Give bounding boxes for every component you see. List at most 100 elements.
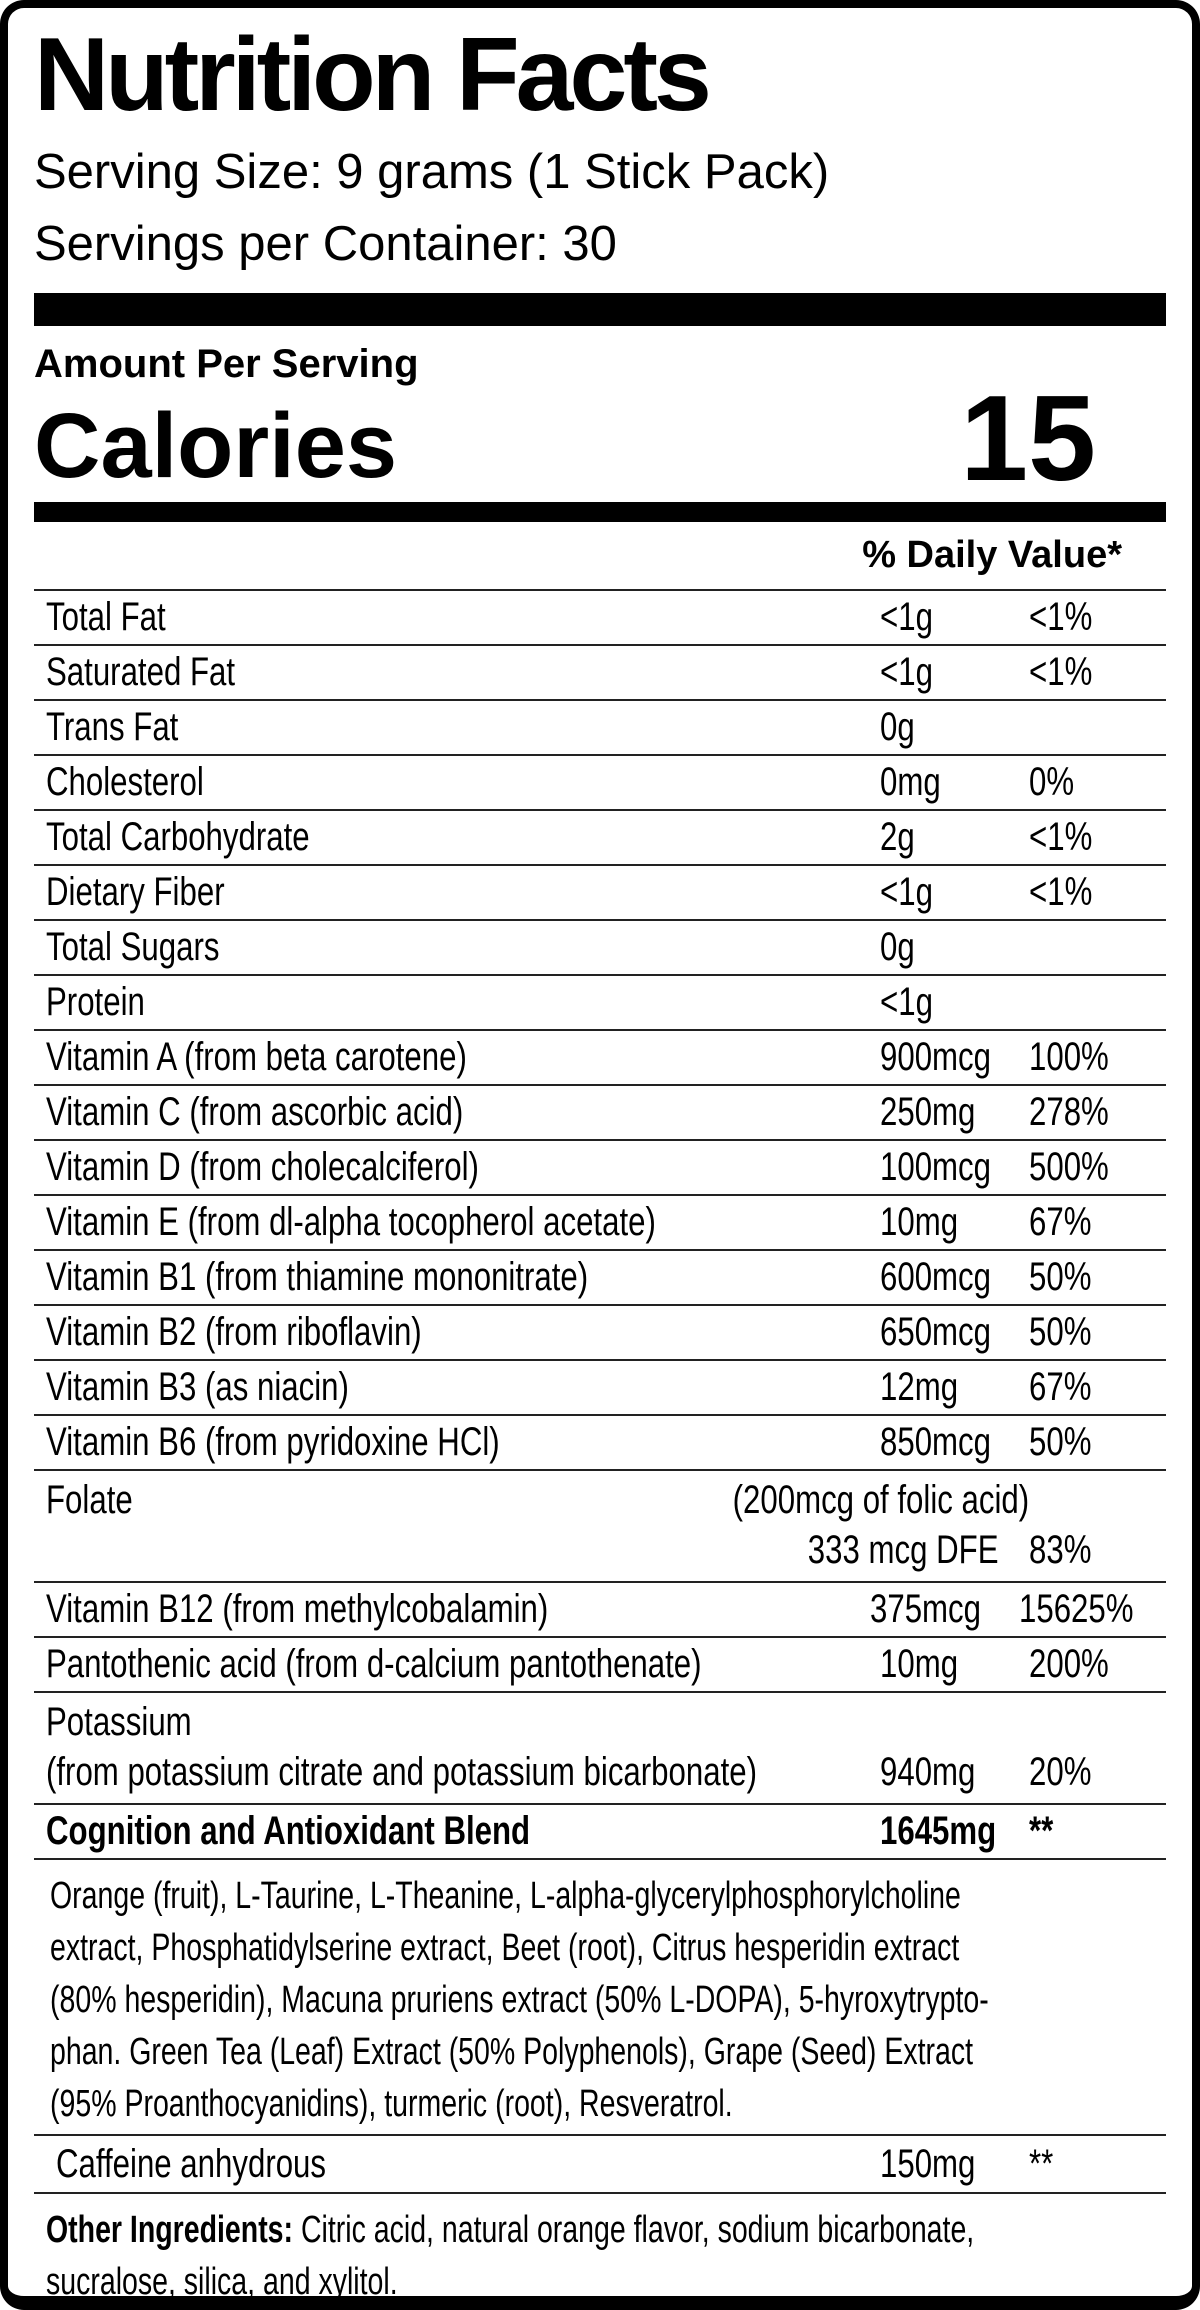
- servings-per-container-text: Servings per Container: 30: [34, 217, 617, 272]
- calories-label: Calories: [34, 395, 398, 498]
- nutrient-row-vitamin-b6: Vitamin B6 (from pyridoxine HCl) 850mcg …: [34, 1414, 1166, 1469]
- nutrient-amount: 150mg: [880, 2141, 976, 2186]
- nutrient-name: Vitamin E (from dl-alpha tocopherol acet…: [46, 1200, 656, 1245]
- nutrient-amount: 10mg: [880, 1200, 959, 1245]
- nutrient-amount: 333 mcg DFE: [808, 1527, 999, 1572]
- potassium-source: (from potassium citrate and potassium bi…: [46, 1749, 757, 1794]
- nutrient-dv: **: [1029, 2141, 1054, 2186]
- blend-dv: **: [1029, 1809, 1054, 1854]
- nutrient-row-vitamin-b3: Vitamin B3 (as niacin) 12mg 67%: [34, 1359, 1166, 1414]
- nutrient-row-saturated-fat: Saturated Fat <1g <1%: [34, 644, 1166, 699]
- nutrient-dv: 67%: [1029, 1365, 1092, 1410]
- nutrient-dv: <1%: [1029, 595, 1093, 640]
- blend-description-line: (95% Proanthocyanidins), turmeric (root)…: [50, 2083, 733, 2126]
- serving-size-text: Serving Size: 9 grams (1 Stick Pack): [34, 145, 830, 200]
- nutrient-amount: <1g: [880, 870, 933, 915]
- nutrient-amount: 12mg: [880, 1365, 959, 1410]
- divider-medium: [34, 502, 1166, 523]
- nutrient-name: Vitamin B6 (from pyridoxine HCl): [46, 1420, 500, 1465]
- folate-note: (200mcg of folic acid): [732, 1477, 1029, 1522]
- nutrient-name: Vitamin A (from beta carotene): [46, 1035, 467, 1080]
- blend-description-line: phan. Green Tea (Leaf) Extract (50% Poly…: [50, 2031, 974, 2074]
- nutrient-amount: 650mcg: [880, 1310, 992, 1355]
- nutrient-row-total-fat: Total Fat <1g <1%: [34, 589, 1166, 644]
- nutrient-name: Folate: [46, 1477, 133, 1522]
- serving-info: Serving Size: 9 grams (1 Stick Pack) Ser…: [34, 136, 1166, 280]
- nutrient-amount: 375mcg: [870, 1587, 982, 1632]
- nutrient-amount: <1g: [880, 595, 933, 640]
- nutrient-name: Cholesterol: [46, 760, 204, 805]
- nutrient-amount: 600mcg: [880, 1255, 992, 1300]
- page-title: Nutrition Facts: [34, 17, 712, 133]
- nutrient-amount: 850mcg: [880, 1420, 992, 1465]
- nutrient-amount: 0mg: [880, 760, 941, 805]
- blend-description: Orange (fruit), L-Taurine, L-Theanine, L…: [34, 1858, 1166, 2134]
- nutrient-dv: 50%: [1029, 1310, 1092, 1355]
- nutrient-dv: 50%: [1029, 1420, 1092, 1465]
- nutrient-row-total-sugars: Total Sugars 0g: [34, 919, 1166, 974]
- nutrient-row-dietary-fiber: Dietary Fiber <1g <1%: [34, 864, 1166, 919]
- nutrient-amount: 250mg: [880, 1090, 976, 1135]
- nutrient-row-vitamin-d: Vitamin D (from cholecalciferol) 100mcg …: [34, 1139, 1166, 1194]
- amount-per-serving-label: Amount Per Serving: [34, 342, 419, 387]
- nutrient-row-protein: Protein <1g: [34, 974, 1166, 1029]
- nutrient-name: Vitamin B1 (from thiamine mononitrate): [46, 1255, 589, 1300]
- nutrient-row-vitamin-a: Vitamin A (from beta carotene) 900mcg 10…: [34, 1029, 1166, 1084]
- nutrient-amount: 940mg: [880, 1749, 976, 1794]
- blend-description-line: extract, Phosphatidylserine extract, Bee…: [50, 1927, 960, 1970]
- calories-value: 15: [960, 369, 1096, 506]
- blend-description-line: (80% hesperidin), Macuna pruriens extrac…: [50, 1979, 989, 2022]
- other-ingredients-text-2: sucralose, silica, and xylitol.: [46, 2261, 398, 2304]
- nutrient-row-total-carbohydrate: Total Carbohydrate 2g <1%: [34, 809, 1166, 864]
- nutrient-dv: <1%: [1029, 650, 1093, 695]
- nutrient-name: Vitamin D (from cholecalciferol): [46, 1145, 479, 1190]
- nutrient-name: Dietary Fiber: [46, 870, 225, 915]
- daily-value-header: % Daily Value*: [862, 534, 1122, 577]
- blend-name: Cognition and Antioxidant Blend: [46, 1809, 531, 1854]
- nutrient-dv: 500%: [1029, 1145, 1109, 1190]
- nutrient-name: Pantothenic acid (from d-calcium pantoth…: [46, 1642, 702, 1687]
- nutrient-dv: 20%: [1029, 1749, 1092, 1794]
- nutrient-row-vitamin-b1: Vitamin B1 (from thiamine mononitrate) 6…: [34, 1249, 1166, 1304]
- nutrient-row-potassium: Potassium (from potassium citrate and po…: [34, 1691, 1166, 1803]
- divider-thick-top: [34, 293, 1166, 327]
- nutrient-amount: 0g: [880, 925, 915, 970]
- nutrient-dv: <1%: [1029, 815, 1093, 860]
- nutrient-amount: <1g: [880, 650, 933, 695]
- nutrient-dv: 200%: [1029, 1642, 1109, 1687]
- calories-row: Calories 15: [34, 369, 1166, 506]
- nutrient-amount: 2g: [880, 815, 915, 860]
- nutrient-name: Saturated Fat: [46, 650, 236, 695]
- nutrient-name: Vitamin B3 (as niacin): [46, 1365, 349, 1410]
- other-ingredients: Other Ingredients: Citric acid, natural …: [34, 2192, 1166, 2304]
- nutrient-row-blend: Cognition and Antioxidant Blend 1645mg *…: [34, 1803, 1166, 1858]
- nutrient-row-caffeine: Caffeine anhydrous 150mg **: [34, 2134, 1166, 2192]
- nutrient-dv: 50%: [1029, 1255, 1092, 1300]
- nutrient-name: Vitamin B2 (from riboflavin): [46, 1310, 422, 1355]
- nutrient-name: Protein: [46, 980, 145, 1025]
- nutrient-amount: 100mcg: [880, 1145, 992, 1190]
- nutrient-row-vitamin-b2: Vitamin B2 (from riboflavin) 650mcg 50%: [34, 1304, 1166, 1359]
- nutrient-amount: <1g: [880, 980, 933, 1025]
- nutrient-dv: 0%: [1029, 760, 1075, 805]
- nutrient-dv: 15625%: [1019, 1587, 1134, 1632]
- nutrient-name: Vitamin C (from ascorbic acid): [46, 1090, 464, 1135]
- nutrient-name: Total Fat: [46, 595, 166, 640]
- nutrient-dv: 67%: [1029, 1200, 1092, 1245]
- nutrient-name: Total Sugars: [46, 925, 220, 970]
- nutrient-dv: <1%: [1029, 870, 1093, 915]
- nutrient-amount: 900mcg: [880, 1035, 992, 1080]
- nutrient-row-pantothenic-acid: Pantothenic acid (from d-calcium pantoth…: [34, 1636, 1166, 1691]
- nutrient-row-vitamin-e: Vitamin E (from dl-alpha tocopherol acet…: [34, 1194, 1166, 1249]
- other-ingredients-text: Citric acid, natural orange flavor, sodi…: [293, 2209, 975, 2252]
- nutrient-name: Caffeine anhydrous: [56, 2141, 327, 2186]
- nutrient-name: Trans Fat: [46, 705, 179, 750]
- nutrient-row-vitamin-b12: Vitamin B12 (from methylcobalamin) 375mc…: [34, 1581, 1166, 1636]
- nutrient-dv: 278%: [1029, 1090, 1109, 1135]
- nutrient-dv: 83%: [1029, 1527, 1092, 1572]
- nutrient-amount: 10mg: [880, 1642, 959, 1687]
- nutrient-amount: 0g: [880, 705, 915, 750]
- blend-amount: 1645mg: [880, 1809, 997, 1854]
- nutrient-row-vitamin-c: Vitamin C (from ascorbic acid) 250mg 278…: [34, 1084, 1166, 1139]
